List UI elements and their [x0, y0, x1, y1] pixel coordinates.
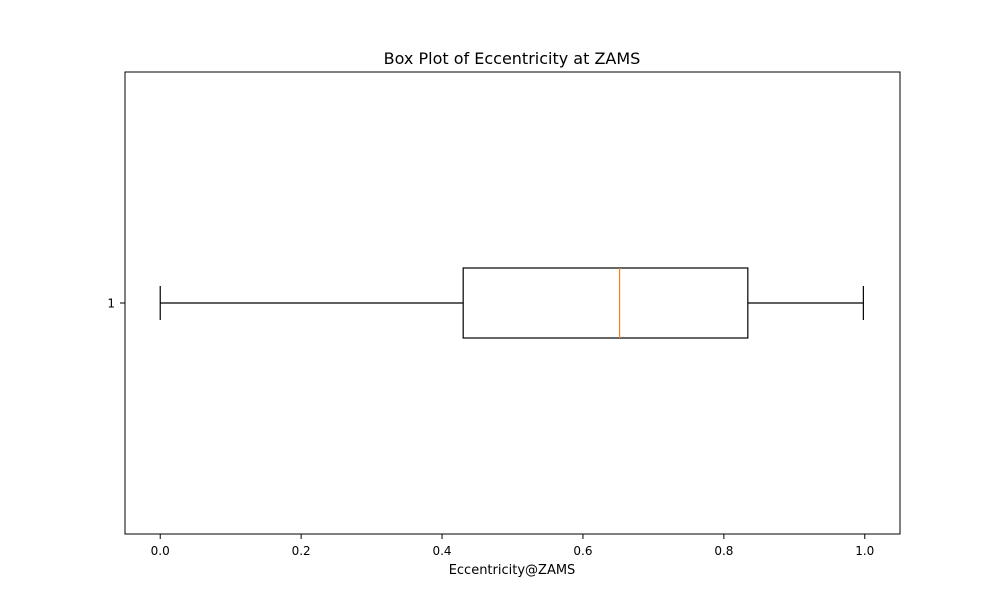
x-tick-label: 0.6 [573, 544, 592, 558]
box-layer [159, 267, 864, 339]
chart-title: Box Plot of Eccentricity at ZAMS [384, 49, 641, 68]
y-axis: 1 [107, 297, 125, 311]
x-tick-label: 0.8 [714, 544, 733, 558]
x-tick-label: 0.2 [292, 544, 311, 558]
x-tick-label: 0.0 [151, 544, 170, 558]
x-axis: 0.0 0.2 0.4 0.6 0.8 1.0 [151, 534, 874, 558]
x-tick-label: 0.4 [432, 544, 451, 558]
interquartile-box [462, 267, 749, 339]
y-tick-label: 1 [107, 297, 115, 311]
x-axis-label: Eccentricity@ZAMS [449, 563, 576, 578]
x-tick-label: 1.0 [855, 544, 874, 558]
